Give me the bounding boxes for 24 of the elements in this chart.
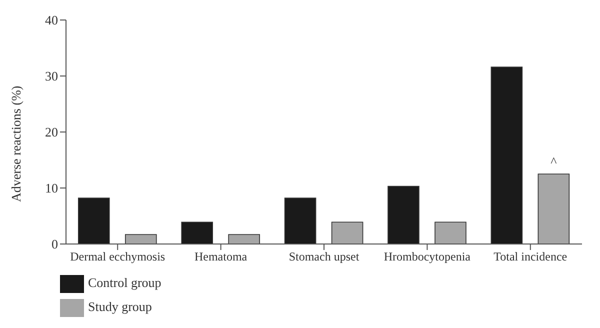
bar [124,234,157,244]
legend-label: Control group [88,274,162,290]
bar [490,66,523,244]
bar [181,222,213,244]
x-tick-label: Total incidence [494,250,568,264]
y-tick-label: 30 [45,68,58,84]
y-tick-label: 0 [52,236,58,252]
y-tick-label: 20 [45,124,58,140]
legend-label: Study group [88,298,152,314]
y-axis-title: Adverse reactions (%) [8,86,24,202]
x-tick-label: Hematoma [194,250,248,264]
bar [538,174,570,244]
y-tick-label: 40 [45,12,58,28]
bar [284,198,316,244]
bar [331,222,364,244]
x-tick-label: Dermal ecchymosis [70,250,166,264]
bar [78,198,110,244]
bar [388,186,420,244]
bar [434,222,466,244]
bar [228,234,260,244]
annotation: ^ [550,154,557,169]
y-tick-label: 10 [45,180,58,196]
x-tick-label: Hrombocytopenia [384,250,472,264]
x-tick-label: Stomach upset [288,250,360,264]
